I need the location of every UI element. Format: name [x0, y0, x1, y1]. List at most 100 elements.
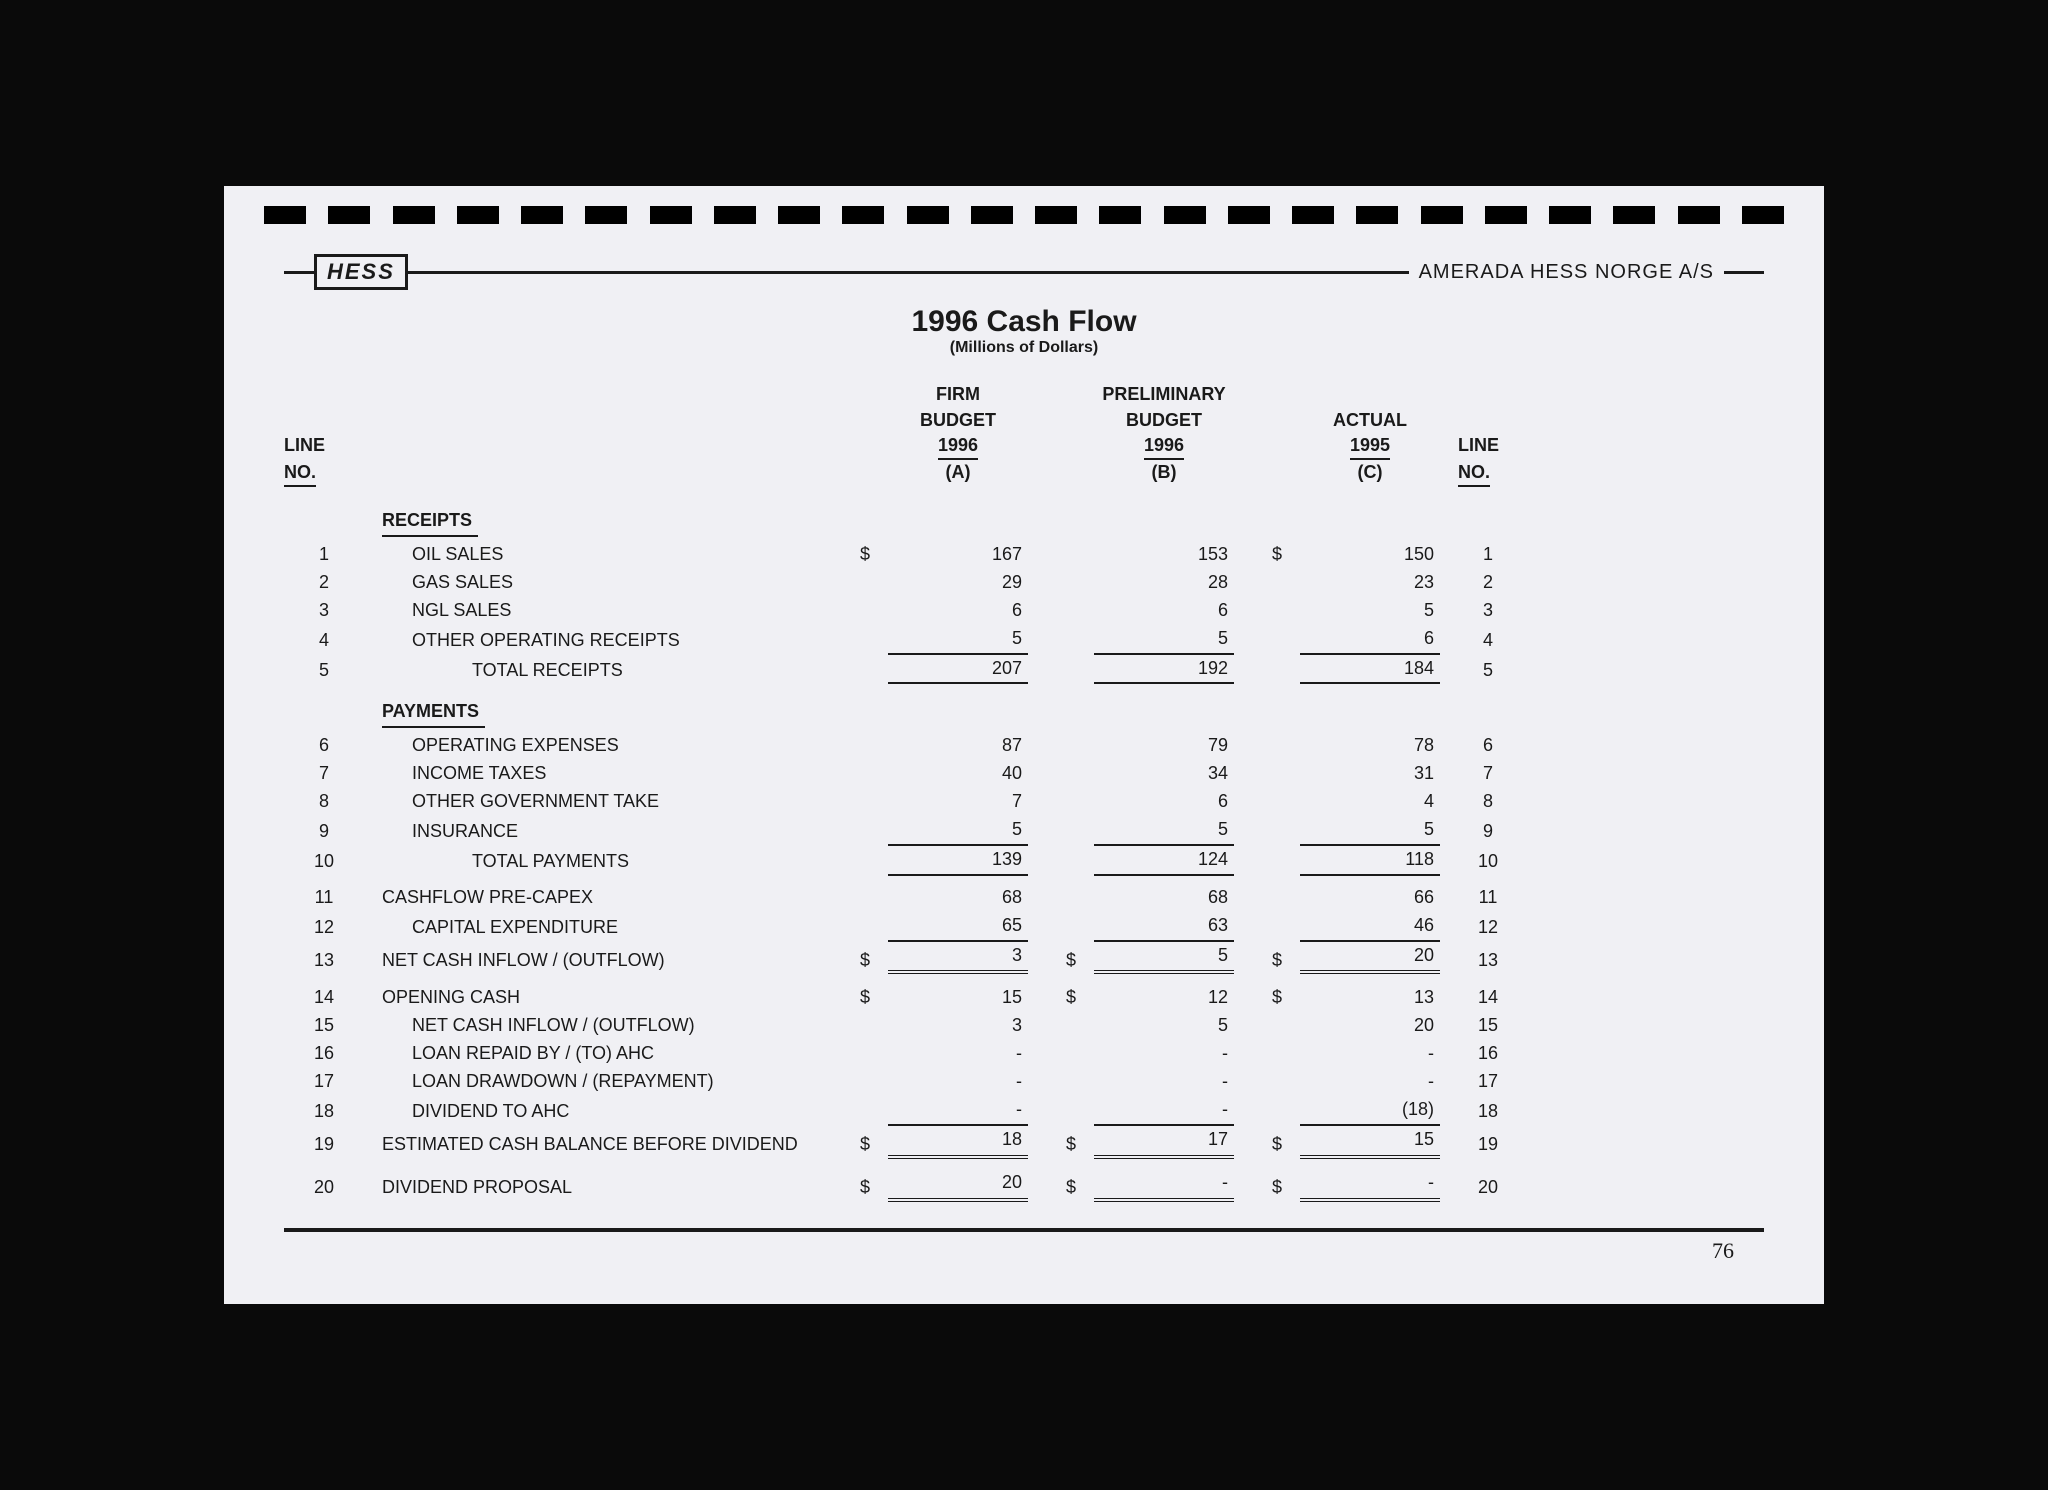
table-row: 17LOAN DRAWDOWN / (REPAYMENT)---17 [284, 1068, 1764, 1096]
company-name: AMERADA HESS NORGE A/S [1409, 261, 1724, 284]
value-col-c: - [1300, 1068, 1440, 1096]
line-no-head-right: LINE [1458, 433, 1518, 460]
value-col-b: 124 [1094, 846, 1234, 876]
perforation-hole [1292, 206, 1334, 224]
line-number-right: 8 [1458, 788, 1518, 816]
line-number-left: 18 [284, 1098, 364, 1126]
row-description: CASHFLOW PRE-CAPEX [382, 884, 822, 912]
value-col-b: 153 [1094, 541, 1234, 569]
row-description: OPERATING EXPENSES [382, 732, 822, 760]
row-description: NGL SALES [382, 597, 822, 625]
section-header-row: RECEIPTS [284, 493, 1764, 541]
value-col-c: 78 [1300, 732, 1440, 760]
table-row: 3NGL SALES6653 [284, 597, 1764, 625]
value-col-b: - [1094, 1040, 1234, 1068]
table-row: 16LOAN REPAID BY / (TO) AHC---16 [284, 1040, 1764, 1068]
table-row: 13NET CASH INFLOW / (OUTFLOW)$3$5$2013 [284, 942, 1764, 975]
line-number-right: 7 [1458, 760, 1518, 788]
perforation-hole [1742, 206, 1784, 224]
row-description: DIVIDEND TO AHC [382, 1098, 822, 1126]
row-description: CAPITAL EXPENDITURE [382, 914, 822, 942]
value-col-c: 20 [1300, 1012, 1440, 1040]
table-row: 15NET CASH INFLOW / (OUTFLOW)352015 [284, 1012, 1764, 1040]
line-number-left: 19 [284, 1131, 364, 1159]
value-col-b: 5 [1094, 942, 1234, 975]
line-number-left: 10 [284, 848, 364, 876]
currency-symbol: $ [1252, 947, 1282, 975]
line-number-left: 4 [284, 627, 364, 655]
perforation-hole [907, 206, 949, 224]
line-number-right: 14 [1458, 984, 1518, 1012]
perforation-hole [1164, 206, 1206, 224]
value-col-a: 15 [888, 984, 1028, 1012]
row-description: LOAN DRAWDOWN / (REPAYMENT) [382, 1068, 822, 1096]
perforation-hole [971, 206, 1013, 224]
table-row: 20DIVIDEND PROPOSAL$20$-$-20 [284, 1169, 1764, 1202]
value-col-a: 40 [888, 760, 1028, 788]
value-col-c: 31 [1300, 760, 1440, 788]
col-a-year: 1996 [888, 433, 1028, 460]
line-number-left: 17 [284, 1068, 364, 1096]
value-col-a: 87 [888, 732, 1028, 760]
perforation-hole [1421, 206, 1463, 224]
col-a-l2: BUDGET [888, 408, 1028, 433]
value-col-b: - [1094, 1068, 1234, 1096]
line-number-left: 14 [284, 984, 364, 1012]
table-row: 9INSURANCE5559 [284, 816, 1764, 846]
value-col-c: 4 [1300, 788, 1440, 816]
line-number-left: 11 [284, 884, 364, 912]
perforation-hole [1035, 206, 1077, 224]
header-rule [1724, 271, 1764, 274]
value-col-a: - [888, 1068, 1028, 1096]
perforation-hole [521, 206, 563, 224]
currency-symbol: $ [1046, 984, 1076, 1012]
section-header-row: PAYMENTS [284, 684, 1764, 732]
col-b-year: 1996 [1094, 433, 1234, 460]
table-row: 10TOTAL PAYMENTS13912411810 [284, 846, 1764, 876]
value-col-b: - [1094, 1169, 1234, 1202]
perforation-hole [842, 206, 884, 224]
value-col-a: 3 [888, 1012, 1028, 1040]
value-col-c: 66 [1300, 884, 1440, 912]
currency-symbol: $ [1252, 1131, 1282, 1159]
value-col-a: 3 [888, 942, 1028, 975]
perforation-hole [1485, 206, 1527, 224]
perforation-hole [264, 206, 306, 224]
value-col-c: 150 [1300, 541, 1440, 569]
row-description: INCOME TAXES [382, 760, 822, 788]
section-heading: PAYMENTS [382, 698, 485, 728]
table-row: 11CASHFLOW PRE-CAPEX68686611 [284, 884, 1764, 912]
col-b-l1: PRELIMINARY [1094, 382, 1234, 407]
line-number-left: 1 [284, 541, 364, 569]
perforation-hole [778, 206, 820, 224]
table-row: 1OIL SALES$167153$1501 [284, 541, 1764, 569]
row-description: NET CASH INFLOW / (OUTFLOW) [382, 1012, 822, 1040]
line-number-right: 6 [1458, 732, 1518, 760]
perforation-hole [1678, 206, 1720, 224]
currency-symbol: $ [840, 1174, 870, 1202]
line-number-left: 13 [284, 947, 364, 975]
hess-logo: HESS [314, 254, 408, 290]
value-col-b: 79 [1094, 732, 1234, 760]
table-row: 6OPERATING EXPENSES8779786 [284, 732, 1764, 760]
row-description: OIL SALES [382, 541, 822, 569]
col-c-year: 1995 [1300, 433, 1440, 460]
line-number-left: 2 [284, 569, 364, 597]
page-title: 1996 Cash Flow [284, 305, 1764, 339]
perforation-hole [1099, 206, 1141, 224]
line-number-left: 20 [284, 1174, 364, 1202]
value-col-c: 5 [1300, 597, 1440, 625]
value-col-b: - [1094, 1096, 1234, 1126]
table-row: 18DIVIDEND TO AHC--(18)18 [284, 1096, 1764, 1126]
value-col-a: 18 [888, 1126, 1028, 1159]
line-number-left: 3 [284, 597, 364, 625]
section-heading: RECEIPTS [382, 507, 478, 537]
value-col-c: 5 [1300, 816, 1440, 846]
table-row: 2GAS SALES2928232 [284, 569, 1764, 597]
table-row: 8OTHER GOVERNMENT TAKE7648 [284, 788, 1764, 816]
value-col-b: 6 [1094, 788, 1234, 816]
row-description: TOTAL RECEIPTS [382, 657, 822, 685]
line-number-right: 10 [1458, 848, 1518, 876]
line-number-left: 16 [284, 1040, 364, 1068]
line-number-right: 2 [1458, 569, 1518, 597]
